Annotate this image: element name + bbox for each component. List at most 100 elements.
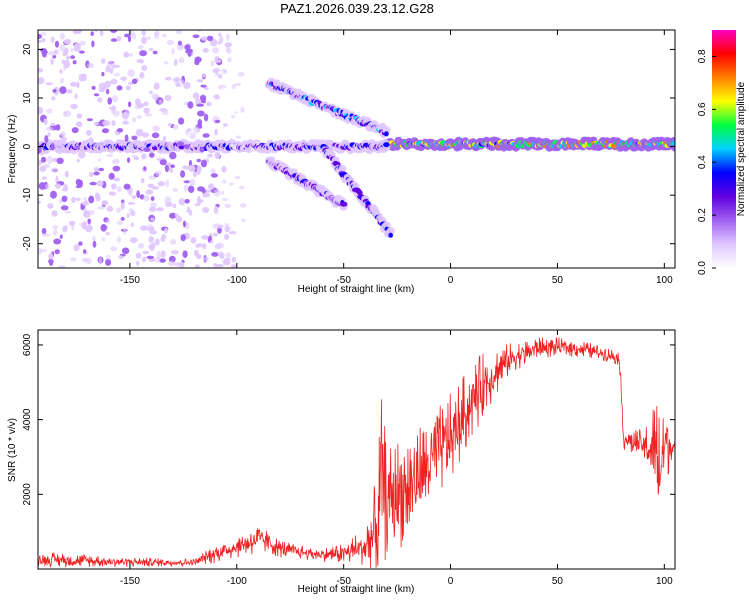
snr-y-ticks: 2000 4000 6000	[22, 333, 675, 505]
spectrogram-cell	[187, 206, 190, 213]
x-tick-label: 100	[656, 576, 673, 587]
y-tick-label: 6000	[22, 333, 33, 356]
spectrogram-cell	[247, 83, 255, 90]
spectrogram-cell	[93, 167, 99, 172]
spectrogram-cell	[249, 226, 256, 232]
spectrogram-cell	[143, 107, 150, 114]
spectrogram-cell	[248, 165, 252, 171]
spectrogram-cell	[189, 132, 196, 140]
spectrogram-cell	[68, 220, 76, 227]
spectrogram-cell	[192, 92, 200, 100]
spectrogram-cell	[168, 260, 175, 267]
spectrogram-cell	[183, 184, 189, 192]
spectrogram-cell	[207, 35, 214, 42]
spectrogram-cell	[386, 227, 395, 235]
spectrogram-cell	[79, 50, 85, 54]
spectrogram-cell	[116, 236, 122, 243]
spectrogram-cell	[77, 151, 86, 159]
spectrogram-cell	[388, 232, 394, 238]
spectrogram-cell	[131, 78, 138, 85]
spectrogram-cell	[110, 78, 118, 85]
spectrogram-cell	[154, 238, 160, 246]
spectrogram-cell	[76, 81, 80, 89]
spectrogram-cell	[243, 193, 250, 197]
spectrogram-cell	[202, 73, 206, 78]
spectrogram-cell	[135, 98, 141, 106]
spectrogram-cell	[227, 56, 232, 63]
spectrogram-cell	[196, 79, 204, 83]
spectrogram-cell	[98, 158, 102, 162]
spectrogram-cell	[181, 79, 185, 85]
spectrogram-cell	[38, 247, 43, 255]
spectrogram-cell	[59, 77, 65, 84]
spectrogram-cell	[196, 158, 202, 163]
spectrogram-cell	[116, 85, 123, 91]
spectrogram-cell	[86, 129, 92, 136]
spectrogram-cell	[167, 162, 172, 166]
spectrogram-cell	[142, 250, 150, 255]
spectrogram-cell	[166, 39, 174, 46]
y-tick-label: -20	[22, 236, 33, 251]
spectrogram-cell	[149, 90, 153, 95]
spectrogram-cell	[113, 177, 121, 182]
spectrogram-cell	[182, 250, 188, 258]
spectrogram-cell	[41, 49, 47, 58]
spectrogram-cell	[217, 251, 224, 256]
spectrogram-cell	[111, 183, 117, 190]
spectrogram-cell	[162, 136, 167, 142]
spectrogram-cell	[202, 207, 210, 213]
spectrogram-cell	[184, 199, 190, 204]
spectrogram-cell	[50, 122, 56, 127]
spectrogram-cell	[135, 140, 143, 148]
spectrogram-cell	[177, 40, 182, 46]
spectrogram-cell	[123, 183, 131, 190]
spectrogram-cell	[61, 59, 67, 65]
spectrogram-cell	[197, 128, 200, 133]
spectrogram-cell	[231, 84, 236, 90]
spectrogram-cell	[111, 120, 116, 126]
spectrogram-cell	[55, 175, 59, 184]
spectrogram-cell	[210, 173, 218, 178]
spectrogram-cell	[164, 164, 170, 173]
spectrogram-cell	[75, 197, 81, 201]
spectrogram-cell	[212, 47, 220, 54]
spectrogram-cell	[252, 95, 260, 103]
spectrogram-cell	[98, 257, 103, 265]
spectrogram-cell	[245, 251, 249, 260]
spectrogram-cell	[55, 183, 61, 189]
spectrogram-cell	[69, 81, 78, 87]
spectrogram-cell	[148, 226, 155, 232]
spectrogram-cell	[183, 82, 191, 89]
spectrogram-cell	[173, 58, 178, 66]
colorbar-tick-label: 0.0	[697, 261, 708, 275]
x-tick-label: 50	[552, 576, 564, 587]
spectrogram-cell	[43, 118, 48, 125]
spectrogram-cell	[48, 259, 54, 264]
spectrogram-cell	[124, 33, 130, 38]
spectrogram-cell	[54, 146, 61, 153]
spectrogram-cell	[249, 126, 255, 130]
spectrogram-cell	[97, 206, 106, 210]
spectrogram-cell	[72, 30, 80, 34]
spectrogram-cell	[240, 145, 245, 150]
spectrogram-cell	[170, 164, 175, 168]
spectrogram-cell	[38, 34, 42, 39]
spectrogram-cell	[143, 147, 151, 152]
spectrogram-cell	[202, 47, 209, 53]
spectrogram-cell	[234, 255, 241, 259]
spectrogram-cell	[254, 218, 259, 223]
spectrogram-cell	[38, 200, 42, 204]
spectrogram-cell	[64, 47, 69, 56]
spectrogram-cell	[152, 50, 158, 55]
spectrogram-cell	[214, 73, 223, 77]
spectrogram-cell	[170, 238, 177, 245]
spectrogram-cell	[184, 44, 191, 51]
spectrogram-cell	[54, 249, 60, 255]
spectrogram-cell	[255, 250, 260, 256]
spectrogram-cell	[247, 206, 253, 213]
y-tick-label: 4000	[22, 408, 33, 431]
spectrogram-cell	[116, 128, 124, 133]
spectrogram-cell	[106, 205, 114, 212]
spectrogram-cell	[82, 140, 87, 146]
spectrogram-cell	[52, 55, 57, 59]
